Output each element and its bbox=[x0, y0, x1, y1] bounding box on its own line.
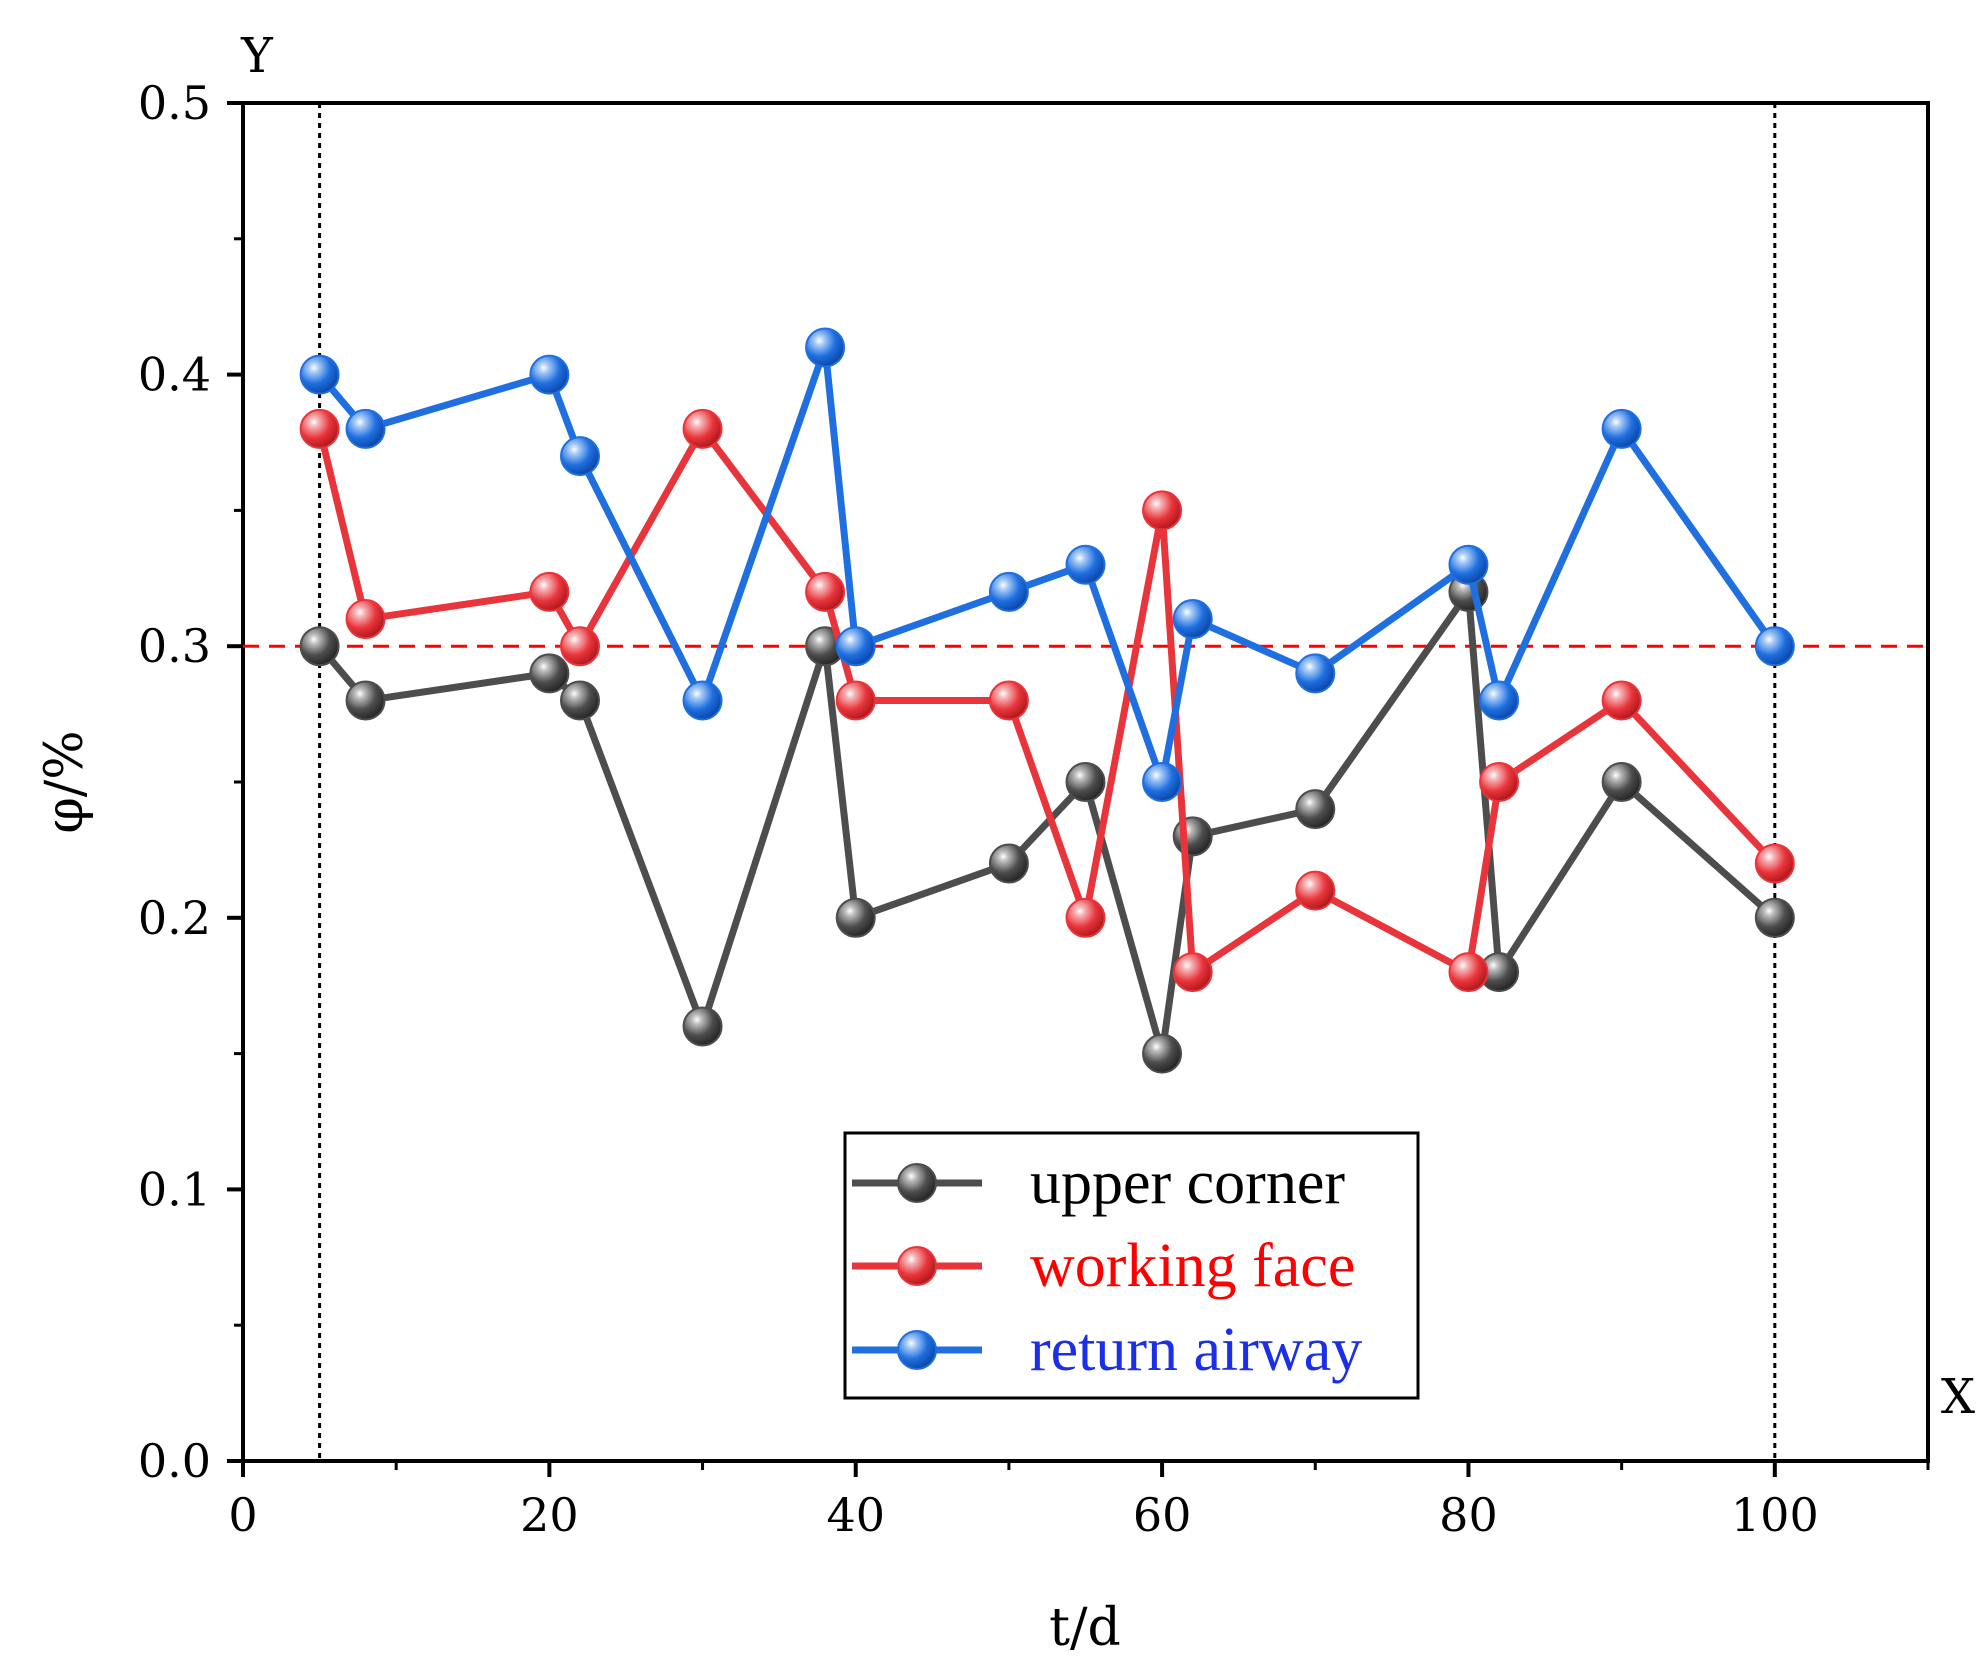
y-axis-title: φ/% bbox=[35, 730, 95, 833]
x-axis: 0 20 40 60 80 100 bbox=[228, 1461, 1930, 1542]
data-point bbox=[1448, 544, 1489, 585]
x-tick-label: 0 bbox=[228, 1488, 257, 1542]
x-axis-tag: X bbox=[1941, 1369, 1975, 1425]
y-axis: 0.0 0.1 0.2 0.3 0.4 0.5 bbox=[138, 76, 243, 1488]
data-point bbox=[835, 626, 876, 667]
y-tick-label: 0.4 bbox=[138, 348, 211, 402]
data-point bbox=[299, 626, 340, 667]
data-point bbox=[1142, 1033, 1183, 1074]
data-point bbox=[299, 408, 340, 449]
data-point bbox=[1754, 626, 1795, 667]
data-point bbox=[1065, 762, 1106, 802]
data-point bbox=[1065, 544, 1106, 585]
x-tick-label: 60 bbox=[1133, 1488, 1192, 1542]
data-point bbox=[345, 408, 386, 449]
data-point bbox=[1448, 952, 1489, 993]
data-point bbox=[299, 354, 340, 395]
data-point bbox=[529, 354, 570, 395]
data-point bbox=[529, 571, 570, 612]
series-return-airway bbox=[299, 327, 1795, 802]
data-point bbox=[835, 680, 876, 721]
data-point bbox=[682, 680, 723, 721]
data-point bbox=[1142, 762, 1183, 802]
data-point bbox=[1295, 653, 1336, 694]
data-point bbox=[560, 680, 600, 721]
reference-lines bbox=[243, 103, 1928, 1461]
data-point bbox=[529, 653, 570, 694]
series-line bbox=[316, 425, 1778, 976]
x-axis-title: t/d bbox=[1049, 1598, 1121, 1658]
data-point bbox=[345, 599, 386, 640]
data-point bbox=[988, 571, 1029, 612]
data-point bbox=[1142, 490, 1183, 531]
data-point bbox=[1601, 408, 1642, 449]
y-tick-label: 0.0 bbox=[138, 1434, 211, 1488]
data-point bbox=[1601, 762, 1642, 802]
legend-label: upper corner bbox=[1030, 1149, 1345, 1217]
legend: upper corner working face return airway bbox=[843, 1131, 1420, 1400]
data-point bbox=[835, 897, 876, 938]
y-tick-label: 0.2 bbox=[138, 891, 211, 945]
x-tick-label: 20 bbox=[520, 1488, 579, 1542]
data-point bbox=[345, 680, 386, 721]
data-point bbox=[1295, 870, 1336, 911]
data-point bbox=[1754, 897, 1795, 938]
legend-marker bbox=[897, 1246, 937, 1286]
data-point bbox=[560, 436, 600, 477]
data-point bbox=[988, 843, 1029, 884]
data-point bbox=[682, 1006, 723, 1047]
data-point bbox=[560, 626, 600, 667]
data-point bbox=[1172, 599, 1213, 640]
y-tick-label: 0.1 bbox=[138, 1162, 211, 1216]
series-upper-corner bbox=[299, 571, 1795, 1074]
data-point bbox=[1295, 789, 1336, 830]
series-working-face bbox=[299, 408, 1795, 993]
series-layer bbox=[299, 327, 1795, 1074]
y-axis-tag: Y bbox=[240, 28, 274, 84]
data-point bbox=[1479, 680, 1520, 721]
y-tick-label: 0.5 bbox=[138, 76, 211, 130]
data-point bbox=[805, 327, 846, 368]
x-tick-label: 80 bbox=[1439, 1488, 1498, 1542]
legend-marker bbox=[897, 1163, 937, 1203]
data-point bbox=[805, 571, 846, 612]
data-point bbox=[1601, 680, 1642, 721]
data-point bbox=[988, 680, 1029, 721]
data-point bbox=[682, 408, 723, 449]
legend-label: working face bbox=[1030, 1232, 1355, 1300]
series-line bbox=[316, 343, 1778, 786]
data-point bbox=[1172, 952, 1213, 993]
data-point bbox=[1065, 897, 1106, 938]
legend-marker bbox=[897, 1330, 937, 1370]
y-tick-label: 0.3 bbox=[138, 619, 211, 673]
x-tick-label: 100 bbox=[1731, 1488, 1819, 1542]
x-tick-label: 40 bbox=[826, 1488, 885, 1542]
data-point bbox=[1754, 843, 1795, 884]
legend-label: return airway bbox=[1030, 1316, 1362, 1384]
data-point bbox=[1479, 762, 1520, 802]
